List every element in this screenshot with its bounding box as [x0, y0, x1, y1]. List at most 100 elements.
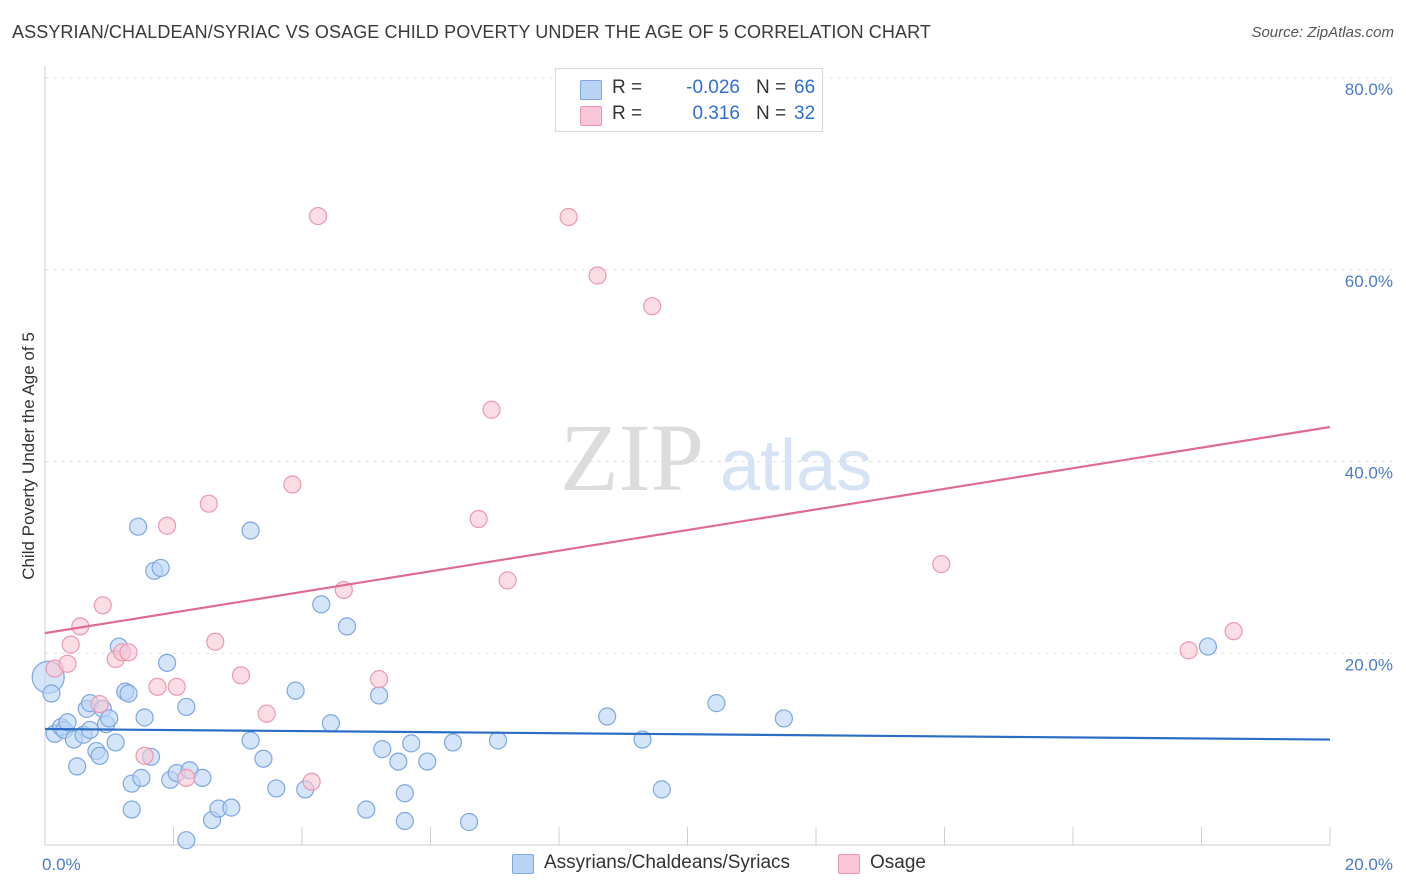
- trend-line-assyrians: [44, 727, 1331, 741]
- point-assyrians: [598, 707, 617, 726]
- source-label: Source: ZipAtlas.com: [1251, 24, 1394, 41]
- point-osage: [283, 475, 302, 494]
- point-assyrians: [357, 800, 376, 819]
- point-assyrians: [151, 558, 170, 578]
- point-assyrians: [389, 752, 408, 771]
- axes: [44, 66, 1331, 846]
- point-assyrians: [459, 812, 479, 832]
- bottom-legend-swatch-osage: [838, 854, 860, 874]
- point-osage: [157, 516, 177, 535]
- point-assyrians: [222, 798, 241, 817]
- legend-r-value-osage: 0.316: [692, 103, 740, 124]
- point-osage: [498, 571, 517, 590]
- point-osage: [61, 635, 80, 654]
- point-assyrians: [488, 731, 508, 750]
- point-assyrians: [1198, 637, 1218, 656]
- point-osage: [932, 554, 951, 574]
- point-assyrians: [119, 684, 138, 703]
- point-osage: [93, 596, 112, 615]
- point-osage: [1179, 641, 1198, 660]
- point-assyrians: [177, 831, 196, 850]
- point-assyrians: [370, 686, 389, 705]
- watermark: ZIP atlas: [560, 404, 872, 511]
- point-assyrians: [286, 681, 305, 700]
- trend-lines: [44, 425, 1331, 741]
- x-tick-label: 20.0%: [1345, 855, 1393, 874]
- point-osage: [167, 677, 186, 696]
- point-assyrians: [58, 713, 77, 732]
- point-osage: [135, 746, 154, 765]
- point-osage: [90, 694, 109, 714]
- legend-r-label: R =: [612, 103, 643, 124]
- grid-lines: [45, 77, 1392, 654]
- point-osage: [1224, 622, 1243, 641]
- legend-n-value-assyrians: 66: [794, 77, 816, 98]
- point-osage: [199, 494, 218, 513]
- legend-swatch-osage: [580, 106, 602, 126]
- legend-n-label: N =: [756, 103, 787, 124]
- points-osage: [45, 206, 1243, 791]
- correlation-legend: R = -0.026 N = 66 R = 0.316 N = 32: [555, 68, 823, 132]
- point-assyrians: [337, 617, 357, 636]
- point-assyrians: [402, 734, 421, 753]
- legend-n-value-osage: 32: [794, 103, 816, 124]
- point-osage: [302, 772, 321, 791]
- trend-line-osage: [44, 425, 1331, 635]
- point-assyrians: [68, 757, 87, 776]
- point-assyrians: [241, 731, 260, 750]
- point-osage: [482, 400, 501, 419]
- point-assyrians: [129, 517, 148, 536]
- y-tick-label: 80.0%: [1345, 80, 1393, 99]
- point-assyrians: [193, 768, 212, 787]
- points-assyrians: [31, 517, 1218, 850]
- point-assyrians: [42, 684, 61, 703]
- point-osage: [308, 206, 328, 226]
- point-osage: [231, 666, 251, 685]
- point-osage: [58, 654, 77, 673]
- y-tick-label: 20.0%: [1345, 655, 1393, 674]
- point-osage: [559, 207, 578, 227]
- bottom-legend-label-assyrians: Assyrians/Chaldeans/Syriacs: [544, 852, 791, 873]
- y-tick-label: 40.0%: [1345, 464, 1393, 483]
- point-assyrians: [633, 730, 652, 749]
- point-osage: [177, 768, 196, 787]
- point-osage: [643, 297, 662, 316]
- point-assyrians: [774, 709, 793, 728]
- point-assyrians: [122, 800, 141, 819]
- point-osage: [257, 704, 276, 723]
- chart-title: ASSYRIAN/CHALDEAN/SYRIAC VS OSAGE CHILD …: [12, 22, 931, 42]
- point-osage: [469, 509, 488, 529]
- point-assyrians: [177, 697, 196, 717]
- y-axis-title: Child Poverty Under the Age of 5: [19, 332, 38, 580]
- point-assyrians: [443, 733, 463, 752]
- bottom-legend-swatch-assyrians: [512, 854, 534, 874]
- point-assyrians: [267, 779, 286, 798]
- point-assyrians: [100, 709, 119, 728]
- legend-swatch-assyrians: [580, 80, 602, 100]
- point-assyrians: [90, 746, 109, 765]
- point-assyrians: [418, 752, 437, 771]
- point-osage: [119, 643, 138, 662]
- watermark-zip: ZIP: [560, 404, 704, 511]
- point-assyrians: [373, 740, 392, 759]
- point-osage: [370, 670, 389, 689]
- point-assyrians: [254, 749, 273, 768]
- tick-labels: 20.0% 40.0% 60.0% 80.0% 0.0% 20.0%: [42, 80, 1393, 874]
- point-assyrians: [395, 811, 414, 831]
- point-assyrians: [321, 714, 341, 733]
- y-tick-label: 60.0%: [1345, 272, 1393, 291]
- point-assyrians: [135, 708, 154, 727]
- legend-r-value-assyrians: -0.026: [686, 77, 740, 98]
- point-assyrians: [106, 733, 125, 752]
- point-osage: [148, 677, 167, 696]
- point-assyrians: [157, 653, 177, 672]
- point-osage: [206, 632, 225, 651]
- point-assyrians: [652, 780, 671, 799]
- watermark-atlas: atlas: [720, 426, 872, 506]
- point-assyrians: [395, 784, 414, 803]
- point-assyrians: [241, 521, 260, 540]
- bottom-legend-label-osage: Osage: [870, 852, 926, 873]
- point-assyrians: [132, 768, 151, 787]
- x-tick-label: 0.0%: [42, 855, 81, 874]
